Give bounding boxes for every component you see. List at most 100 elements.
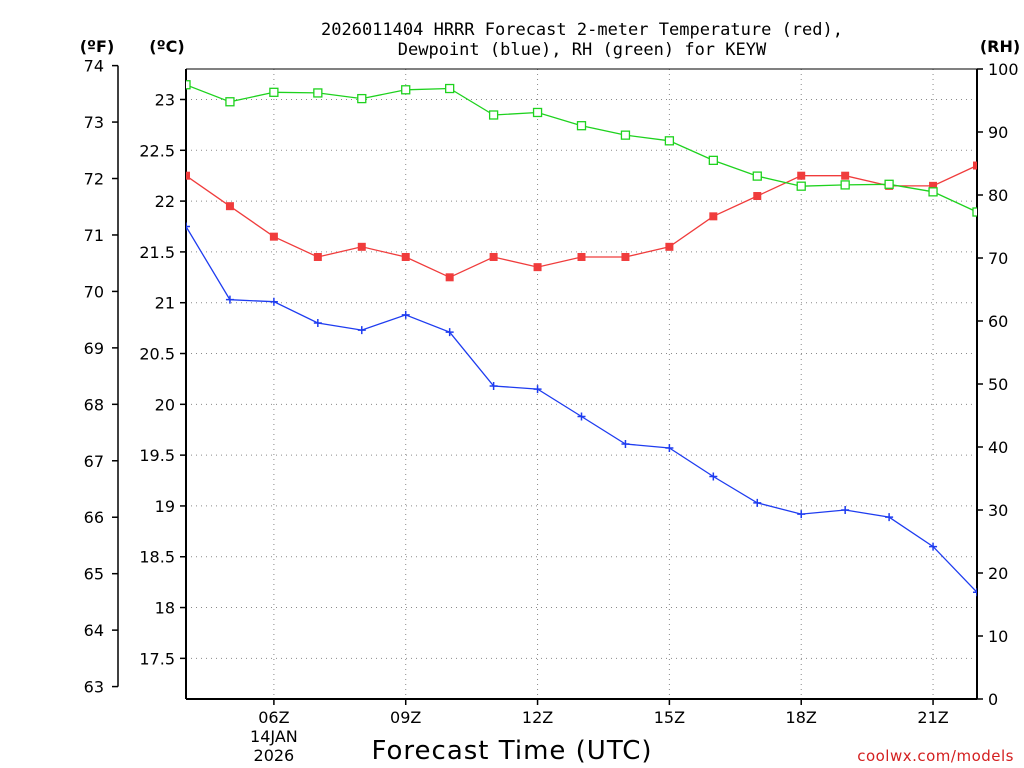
rh-point-4 [186,80,191,90]
plot-series [186,80,977,597]
rh-tick-label: 40 [988,438,1008,457]
dewpoint-point-22 [973,588,977,597]
tick-labels: 63 64 65 66 67 68 69 70 71 72 73 74 17.5 18 18.5 19 19.5… [84,57,1019,765]
x-tick-label: 21Z [917,708,948,727]
x-tick-label: 18Z [786,708,817,727]
dewpoint-point-11 [489,382,498,391]
temperature-point-18 [797,171,806,180]
axes [112,64,983,705]
temperature-point-15 [665,242,674,251]
fahrenheit-tick-label: 71 [84,226,104,245]
dewpoint-point-12 [533,385,542,394]
dewpoint-point-6 [269,297,278,306]
x-tick-label: 15Z [654,708,685,727]
rh-point-19 [840,180,850,190]
fahrenheit-tick-label: 64 [84,621,104,640]
rh-tick-label: 90 [988,123,1008,142]
celsius-tick-label: 19.5 [139,446,175,465]
dewpoint-point-8 [357,326,366,335]
fahrenheit-tick-label: 70 [84,282,104,301]
x-axis-label: Forecast Time (UTC) [371,736,652,766]
celsius-tick-label: 18 [155,599,175,618]
temperature-point-21 [929,181,938,190]
rh-tick-label: 30 [988,501,1008,520]
rh-point-13 [576,121,587,131]
temperature-point-10 [445,273,454,282]
celsius-tick-label: 19 [155,497,175,516]
rh-tick-label: 50 [988,375,1008,394]
fahrenheit-tick-label: 63 [84,678,104,697]
temperature-point-4 [186,171,190,180]
rh-line [186,84,977,213]
celsius-tick-label: 20 [155,395,175,414]
rh-point-16 [708,155,718,166]
rh-tick-label: 80 [988,186,1008,205]
rh-point-18 [796,181,806,191]
temperature-point-5 [225,202,234,211]
rh-point-20 [884,179,894,189]
rh-point-7 [313,88,323,98]
temperature-point-12 [533,263,542,272]
rh-point-5 [225,97,235,107]
temperature-point-22 [973,161,977,170]
x-tick-label: 12Z [522,708,553,727]
temperature-point-11 [489,252,498,261]
rh-tick-label: 20 [988,564,1008,583]
fahrenheit-tick-label: 74 [84,57,104,76]
dewpoint-point-5 [225,295,234,304]
fahrenheit-tick-label: 67 [84,452,104,471]
temperature-point-9 [401,252,410,261]
rh-point-12 [532,107,543,118]
dewpoint-point-14 [621,439,630,448]
temperature-point-6 [269,232,278,241]
fahrenheit-tick-label: 73 [84,113,104,132]
rh-tick-label: 100 [988,60,1019,79]
rh-point-21 [928,187,938,197]
dewpoint-point-15 [665,444,674,453]
rh-tick-label: 70 [988,249,1008,268]
x-date-label: 14JAN [250,727,298,746]
dewpoint-point-10 [445,328,454,337]
temperature-point-13 [577,252,586,261]
dewpoint-point-20 [885,513,894,522]
chart-title-line1: 2026011404 HRRR Forecast 2-meter Tempera… [321,20,843,40]
dewpoint-point-17 [753,498,762,507]
x-year-label: 2026 [254,746,295,765]
x-tick-label: 06Z [258,708,289,727]
rh-point-6 [269,87,279,97]
celsius-tick-label: 21 [155,294,175,313]
rh-point-9 [401,85,411,95]
fahrenheit-tick-label: 68 [84,395,104,414]
temperature-point-16 [709,212,718,221]
temperature-point-17 [753,192,762,201]
celsius-tick-label: 23 [155,90,175,109]
celsius-unit-label: (ºC) [149,37,184,56]
rh-point-15 [664,136,675,146]
celsius-tick-label: 22 [155,192,175,211]
celsius-tick-label: 20.5 [139,345,175,364]
fahrenheit-tick-label: 66 [84,508,104,527]
dewpoint-point-9 [401,310,410,319]
rh-point-8 [357,93,367,104]
credit-label: coolwx.com/models [857,747,1014,765]
dewpoint-point-16 [709,472,718,481]
fahrenheit-unit-label: (ºF) [80,37,115,56]
dewpoint-point-4 [186,222,190,231]
rh-point-10 [445,83,455,94]
temperature-point-14 [621,252,630,261]
dewpoint-line [186,226,977,593]
celsius-tick-label: 18.5 [139,548,175,567]
chart-title-line2: Dewpoint (blue), RH (green) for KEYW [398,40,767,60]
rh-point-22 [972,207,977,217]
temperature-point-8 [357,242,366,251]
dewpoint-point-21 [929,542,938,551]
rh-tick-label: 0 [988,690,998,709]
rh-point-11 [488,110,499,120]
fahrenheit-tick-label: 72 [84,170,104,189]
grid [186,69,977,699]
celsius-tick-label: 21.5 [139,243,175,262]
temperature-point-7 [313,252,322,261]
rh-tick-label: 60 [988,312,1008,331]
rh-tick-label: 10 [988,627,1008,646]
rh-point-14 [620,130,631,140]
